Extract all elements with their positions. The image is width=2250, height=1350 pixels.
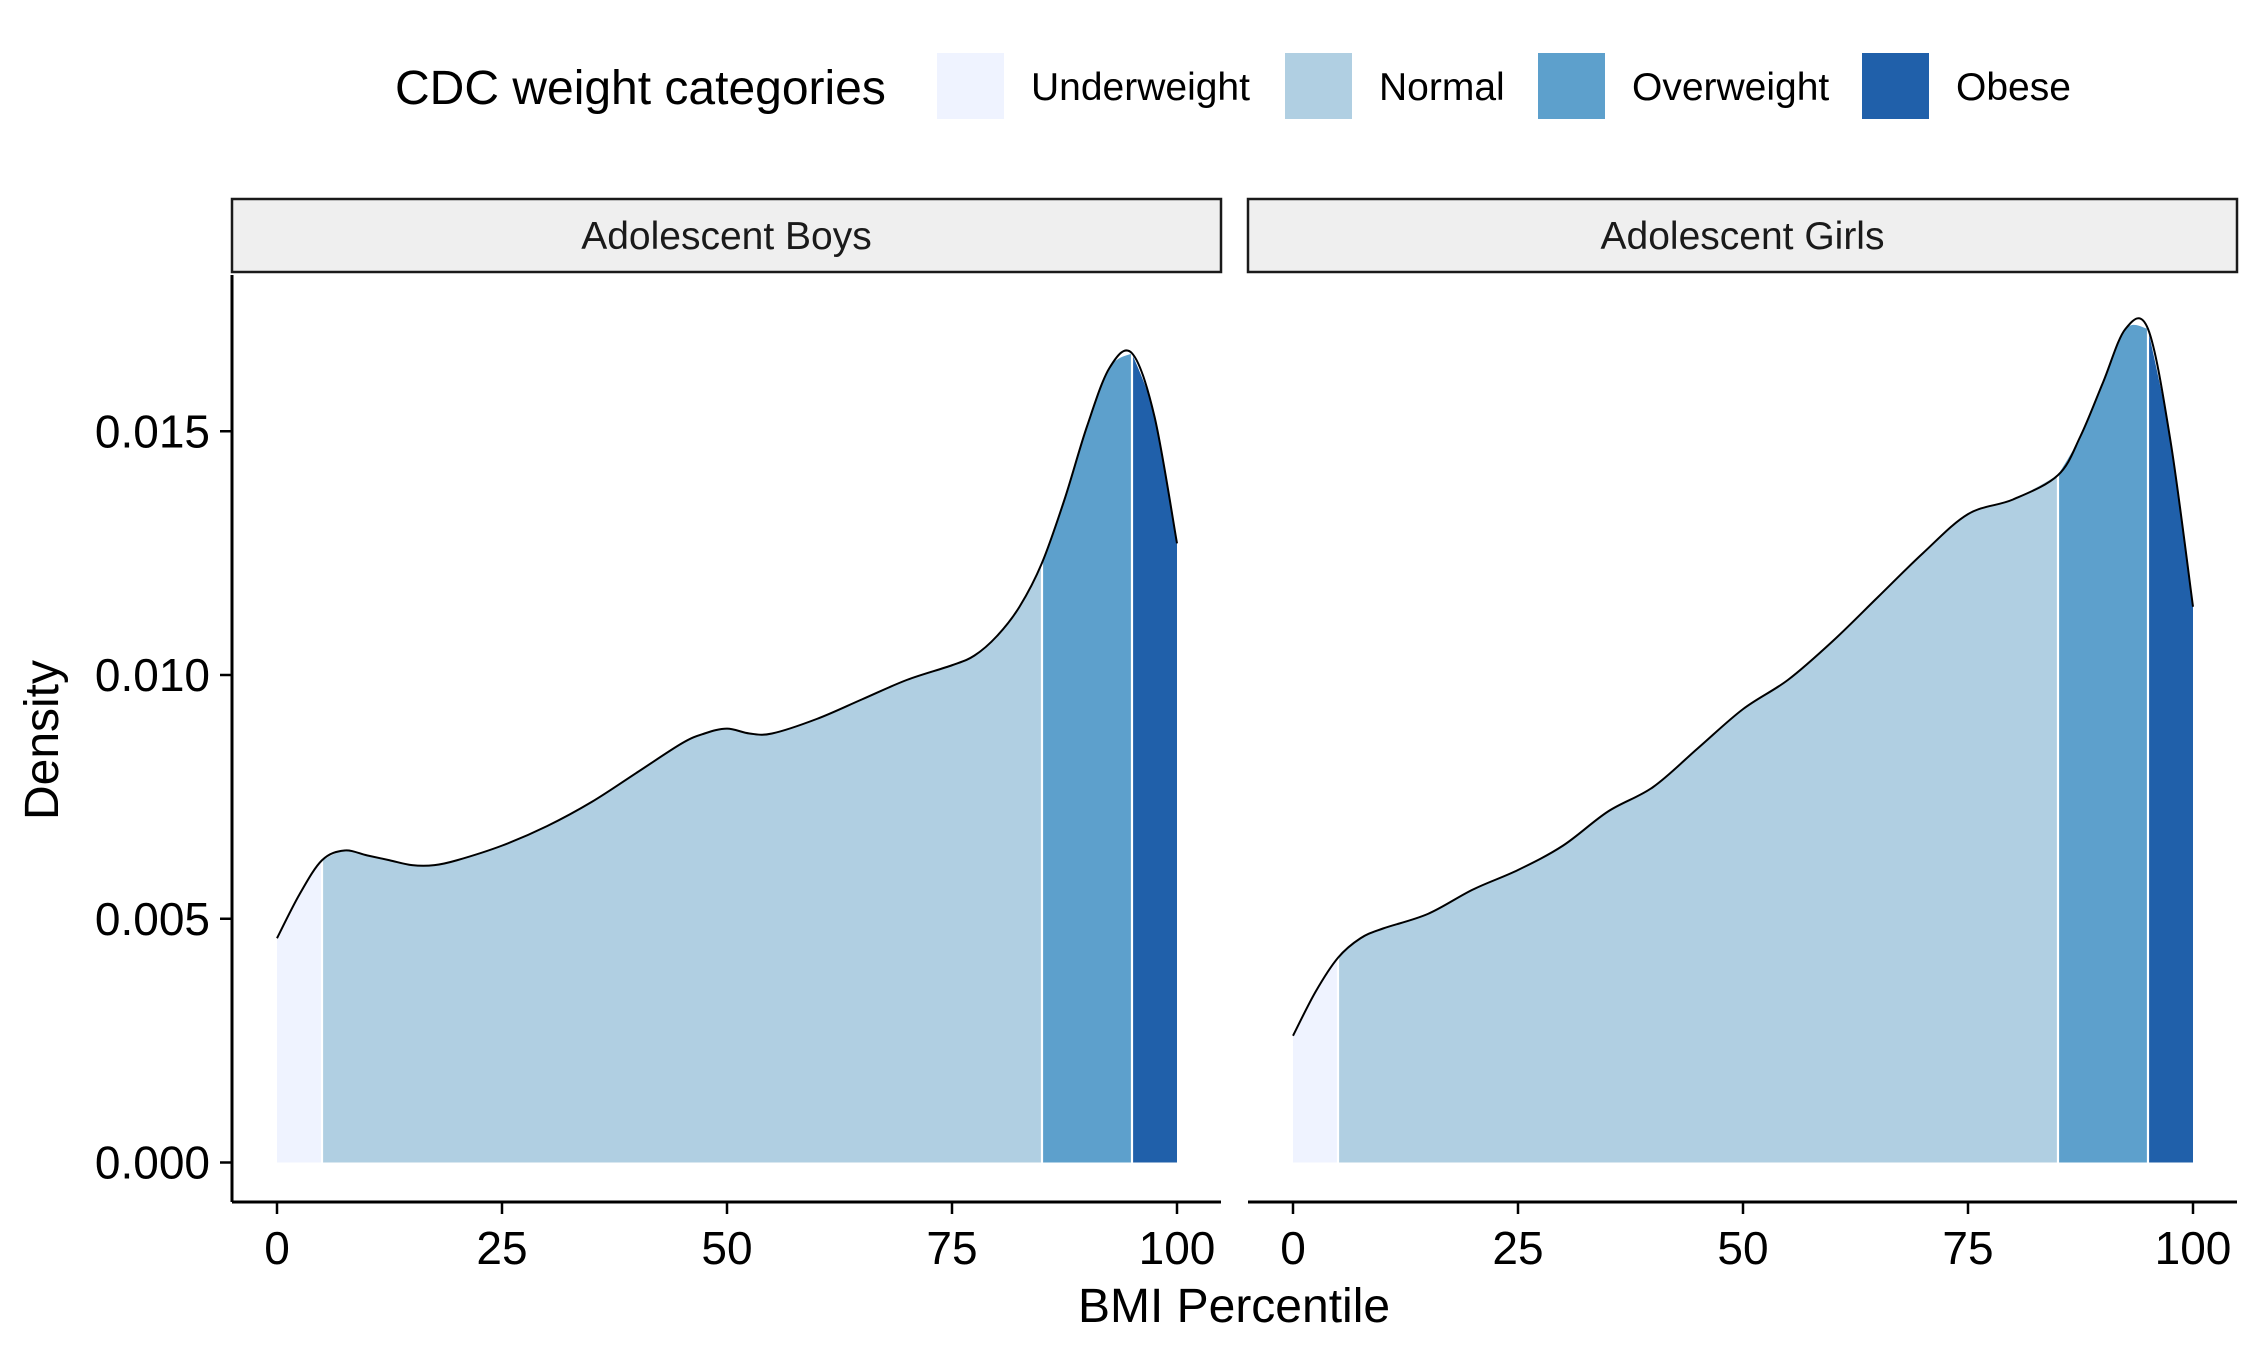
- legend-label-normal: Normal: [1379, 66, 1505, 109]
- x-tick-label-adolescent-boys-0: 0: [264, 1222, 290, 1274]
- strip-adolescent-girls: [1246, 197, 2239, 274]
- x-tick-label-adolescent-girls-50: 50: [1717, 1222, 1768, 1274]
- legend-item-overweight: Overweight: [1538, 53, 1829, 119]
- y-tick-label-1: 0.005: [95, 893, 210, 945]
- legend-label-underweight: Underweight: [1031, 66, 1250, 109]
- density-curve-adolescent-boys: [276, 349, 1178, 939]
- legend-key-obese: [1862, 53, 1929, 119]
- x-tick-label-adolescent-girls-100: 100: [2155, 1222, 2232, 1274]
- area-obese-adolescent-girls: [2148, 328, 2193, 1163]
- x-tick-label-adolescent-boys-75: 75: [926, 1222, 977, 1274]
- density-curve-adolescent-girls: [1292, 317, 2194, 1037]
- x-tick-label-adolescent-girls-75: 75: [1942, 1222, 1993, 1274]
- legend-label-obese: Obese: [1956, 66, 2071, 109]
- area-overweight-adolescent-boys: [1042, 353, 1132, 1163]
- area-overweight-adolescent-girls: [2058, 324, 2148, 1163]
- legend-key-underweight: [937, 53, 1004, 119]
- y-tick-label-2: 0.010: [95, 649, 210, 701]
- legend-items: Underweight Normal Overweight Obese: [937, 53, 2071, 119]
- legend: CDC weight categories Underweight Normal O…: [395, 53, 2071, 119]
- x-tick-label-adolescent-boys-100: 100: [1139, 1222, 1216, 1274]
- y-tick-label-0: 0.000: [95, 1137, 210, 1189]
- strip-label-adolescent-boys: Adolescent Boys: [581, 215, 872, 258]
- area-underweight-adolescent-boys: [277, 860, 322, 1163]
- strip-label-adolescent-girls: Adolescent Girls: [1601, 215, 1885, 258]
- x-tick-label-adolescent-girls-0: 0: [1280, 1222, 1306, 1274]
- area-normal-adolescent-girls: [1338, 475, 2058, 1163]
- legend-title: CDC weight categories: [395, 62, 886, 115]
- x-tick-label-adolescent-boys-50: 50: [701, 1222, 752, 1274]
- legend-key-overweight: [1538, 53, 1605, 119]
- legend-label-overweight: Overweight: [1632, 66, 1829, 109]
- y-axis: 0.000 0.005 0.010 0.015: [95, 275, 234, 1202]
- legend-item-obese: Obese: [1862, 53, 2071, 119]
- x-tick-label-adolescent-boys-25: 25: [476, 1222, 527, 1274]
- area-obese-adolescent-boys: [1132, 353, 1177, 1163]
- legend-item-normal: Normal: [1285, 53, 1505, 119]
- legend-item-underweight: Underweight: [937, 53, 1250, 119]
- area-normal-adolescent-boys: [322, 562, 1042, 1163]
- x-tick-label-adolescent-girls-25: 25: [1492, 1222, 1543, 1274]
- panel-adolescent-girls: Adolescent Girls 0 25 50 75 100: [1246, 197, 2239, 1274]
- y-tick-label-3: 0.015: [95, 405, 210, 457]
- legend-key-normal: [1285, 53, 1352, 119]
- x-axis-title: BMI Percentile: [1078, 1280, 1390, 1333]
- y-axis-title: Density: [16, 660, 69, 820]
- area-underweight-adolescent-girls: [1293, 957, 1338, 1163]
- strip-adolescent-boys: [230, 197, 1223, 274]
- panel-adolescent-boys: Adolescent Boys 0 25 50 75 100: [230, 197, 1223, 1274]
